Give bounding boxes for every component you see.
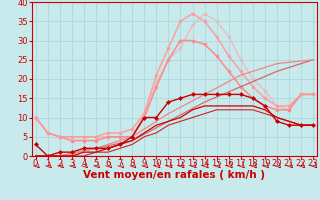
X-axis label: Vent moyen/en rafales ( km/h ): Vent moyen/en rafales ( km/h ) bbox=[84, 170, 265, 180]
